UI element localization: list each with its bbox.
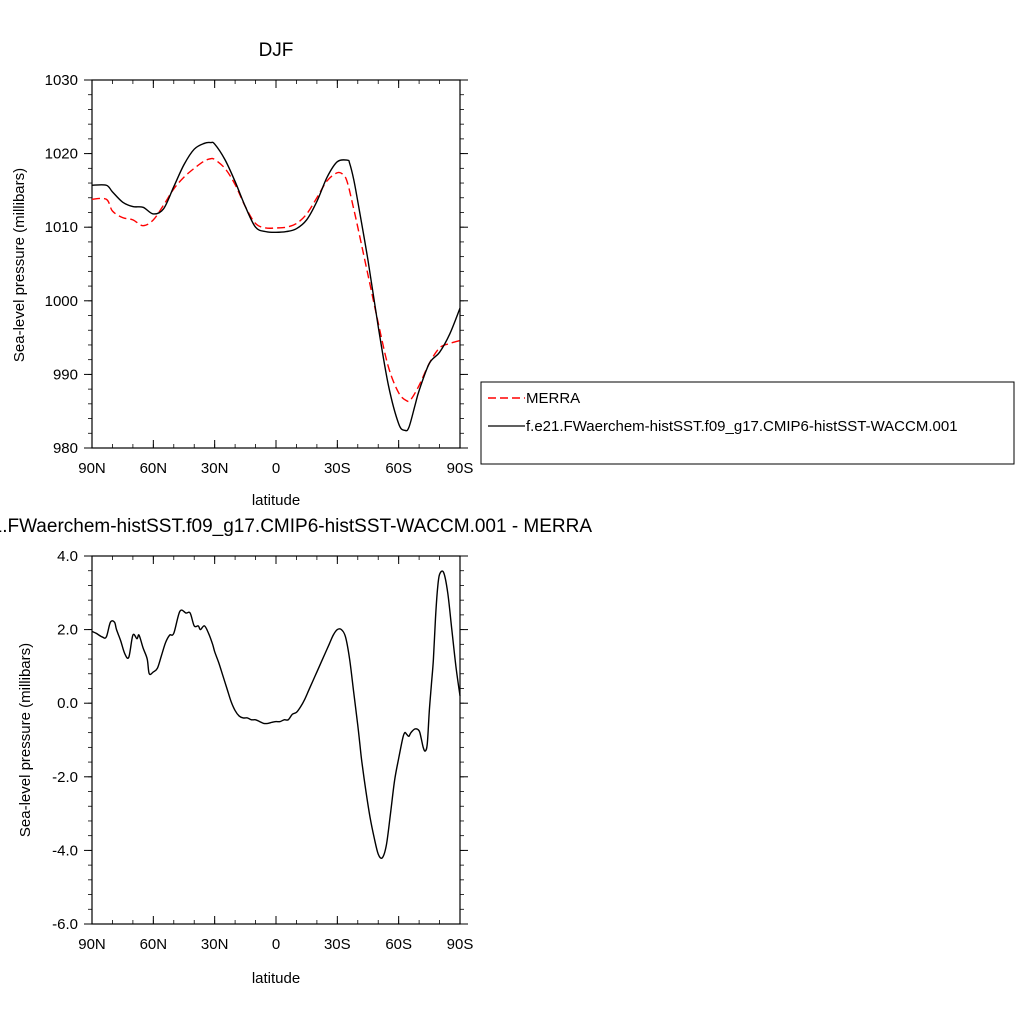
top-chart-title: DJF (259, 40, 294, 61)
bottom-chart-x-tick-label: 60N (140, 936, 168, 953)
top-chart-y-tick-label: 1030 (45, 72, 78, 89)
bottom-chart-panel: f.e21.FWaerchem-histSST.f09_g17.CMIP6-hi… (0, 516, 592, 987)
top-chart-x-tick-label: 90S (447, 460, 474, 477)
bottom-chart-y-tick-label: 0.0 (57, 695, 78, 712)
bottom-chart-x-tick-label: 90N (78, 936, 106, 953)
top-chart-x-tick-label: 30N (201, 460, 229, 477)
top-chart-x-tick-label: 90N (78, 460, 106, 477)
legend-label-model: f.e21.FWaerchem-histSST.f09_g17.CMIP6-hi… (526, 418, 958, 435)
top-chart-x-tick-label: 30S (324, 460, 351, 477)
top-chart-x-tick-label: 60N (140, 460, 168, 477)
top-chart-plot-frame (91, 79, 461, 449)
top-chart-x-axis-label: latitude (252, 492, 300, 509)
bottom-chart-y-tick-label: -4.0 (52, 842, 78, 859)
top-chart-x-tick-label: 0 (272, 460, 280, 477)
bottom-chart-plot-frame (91, 555, 461, 925)
bottom-chart-y-tick-label: 4.0 (57, 548, 78, 565)
legend-box (480, 381, 1015, 465)
bottom-chart-x-tick-label: 60S (385, 936, 412, 953)
bottom-chart-x-tick-label: 0 (272, 936, 280, 953)
top-chart-series-line-1 (91, 141, 461, 432)
bottom-chart-x-tick-label: 90S (447, 936, 474, 953)
bottom-chart-title: f.e21.FWaerchem-histSST.f09_g17.CMIP6-hi… (0, 516, 592, 537)
bottom-chart-x-axis-label: latitude (252, 970, 300, 987)
top-chart-y-tick-label: 990 (53, 366, 78, 383)
top-chart-y-tick-label: 1020 (45, 146, 78, 163)
bottom-chart-x-tick-label: 30N (201, 936, 229, 953)
top-chart-y-axis-label: Sea-level pressure (millibars) (11, 168, 28, 362)
bottom-chart-x-tick-label: 30S (324, 936, 351, 953)
top-chart-legend: MERRA f.e21.FWaerchem-histSST.f09_g17.CM… (480, 381, 1015, 465)
top-chart-y-tick-label: 1000 (45, 293, 78, 310)
top-chart-y-tick-label: 980 (53, 440, 78, 457)
top-chart-y-tick-label: 1010 (45, 219, 78, 236)
top-chart-series-line-0 (91, 157, 461, 403)
legend-label-merra: MERRA (526, 390, 580, 407)
bottom-chart-y-tick-label: -6.0 (52, 916, 78, 933)
top-chart-x-tick-label: 60S (385, 460, 412, 477)
bottom-chart-y-tick-label: -2.0 (52, 769, 78, 786)
top-chart-panel: DJF 90N 60N 30N 0 30S 60S 90S 980 990 1000 1010 102… (11, 40, 473, 509)
bottom-chart-y-tick-label: 2.0 (57, 622, 78, 639)
bottom-chart-y-axis-label: Sea-level pressure (millibars) (17, 643, 34, 837)
bottom-chart-series-line-0 (91, 570, 461, 859)
